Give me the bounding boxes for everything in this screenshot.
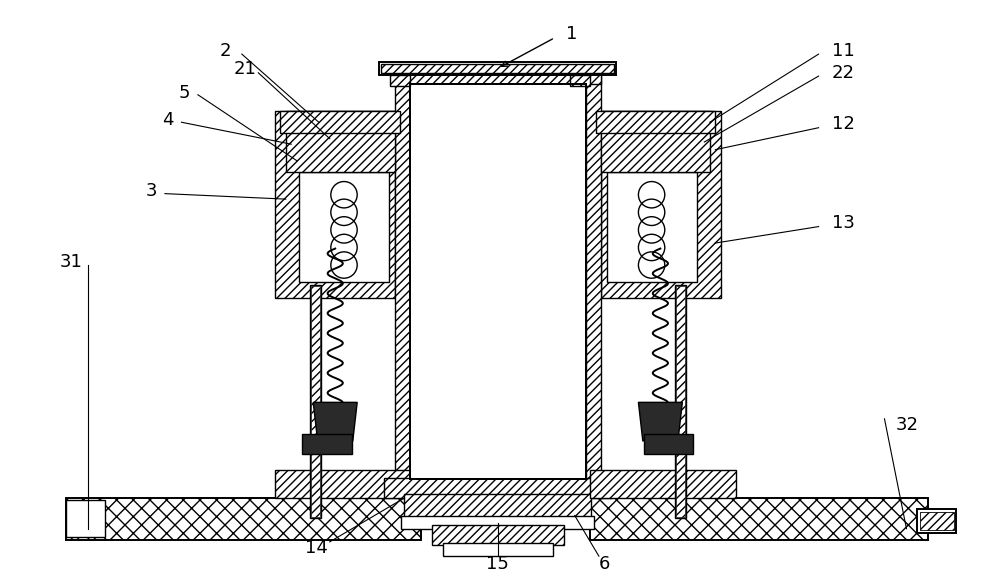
Text: 3: 3 xyxy=(146,183,158,201)
Text: 14: 14 xyxy=(305,539,328,558)
Text: 2: 2 xyxy=(220,42,231,60)
Bar xyxy=(395,68,410,479)
Text: 31: 31 xyxy=(60,253,83,271)
Bar xyxy=(310,285,321,518)
Bar xyxy=(302,434,352,454)
Bar xyxy=(384,478,612,498)
Bar xyxy=(275,111,395,298)
Text: 32: 32 xyxy=(895,417,918,435)
Bar xyxy=(66,500,105,538)
Bar xyxy=(404,494,591,518)
Bar xyxy=(286,111,395,171)
Bar xyxy=(390,75,410,86)
Text: 6: 6 xyxy=(599,555,610,573)
Bar xyxy=(66,498,421,540)
Text: 21: 21 xyxy=(234,60,257,78)
Text: 4: 4 xyxy=(162,111,174,129)
Text: 1: 1 xyxy=(566,25,577,43)
Text: 15: 15 xyxy=(486,555,509,573)
Bar xyxy=(401,515,594,529)
Text: 13: 13 xyxy=(832,214,855,232)
Bar xyxy=(379,62,616,75)
Bar xyxy=(275,470,421,498)
Bar xyxy=(920,512,954,530)
Bar xyxy=(596,111,715,133)
Bar xyxy=(410,84,586,479)
Text: 5: 5 xyxy=(179,84,190,102)
Bar xyxy=(676,286,685,517)
Bar xyxy=(601,111,721,298)
Bar xyxy=(644,434,693,454)
Bar xyxy=(590,498,928,540)
Bar xyxy=(443,543,553,556)
Bar xyxy=(395,68,601,84)
Bar xyxy=(570,75,590,86)
Bar xyxy=(601,111,710,171)
Bar xyxy=(432,525,564,545)
Bar xyxy=(280,111,400,133)
Bar xyxy=(299,171,389,281)
Polygon shape xyxy=(638,402,682,441)
Bar xyxy=(607,171,697,281)
Bar xyxy=(586,68,601,479)
Bar xyxy=(381,64,614,73)
Polygon shape xyxy=(313,402,357,441)
Bar xyxy=(675,285,686,518)
Bar xyxy=(590,470,736,498)
Text: 22: 22 xyxy=(832,64,855,82)
Bar xyxy=(311,286,320,517)
Text: 12: 12 xyxy=(832,115,855,133)
Text: 11: 11 xyxy=(832,42,855,60)
Bar xyxy=(917,509,956,533)
